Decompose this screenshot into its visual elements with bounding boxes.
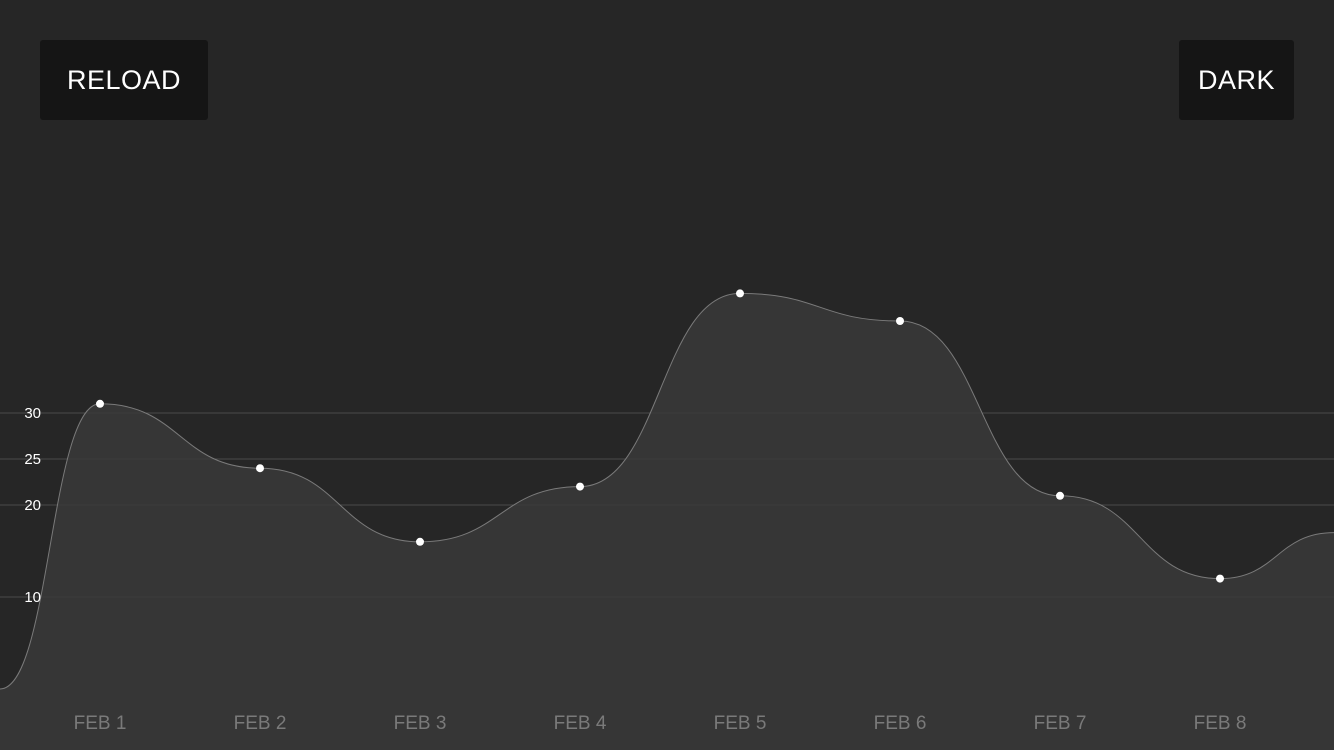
- data-point[interactable]: [736, 289, 744, 298]
- x-tick-label: FEB 7: [1034, 713, 1087, 734]
- x-tick-label: FEB 8: [1194, 713, 1247, 734]
- y-tick-label: 20: [24, 497, 41, 514]
- x-tick-label: FEB 6: [874, 713, 927, 734]
- x-axis-ticks: FEB 1 FEB 2 FEB 3 FEB 4 FEB 5 FEB 6 FEB 7 FEB 8: [74, 713, 1247, 734]
- y-tick-label: 30: [24, 405, 41, 422]
- y-tick-label: 10: [24, 589, 41, 606]
- data-point[interactable]: [896, 317, 904, 325]
- area-series: [0, 292, 1334, 750]
- data-point[interactable]: [1216, 574, 1224, 583]
- series-line: [0, 292, 1334, 690]
- y-axis-ticks: 10 20 25 30: [24, 405, 41, 606]
- data-point[interactable]: [256, 464, 264, 473]
- data-point[interactable]: [416, 537, 424, 546]
- x-tick-label: FEB 4: [554, 713, 607, 734]
- reload-button[interactable]: RELOAD: [40, 40, 208, 120]
- data-point[interactable]: [96, 399, 104, 408]
- area-fill: [0, 293, 1334, 750]
- x-tick-label: FEB 2: [234, 713, 287, 734]
- x-tick-label: FEB 3: [394, 713, 447, 734]
- data-points: [96, 289, 1224, 583]
- x-tick-label: FEB 1: [74, 713, 127, 734]
- theme-toggle-button[interactable]: DARK: [1179, 40, 1294, 120]
- x-tick-label: FEB 5: [714, 713, 767, 734]
- y-tick-label: 25: [24, 451, 41, 468]
- data-point[interactable]: [576, 482, 584, 491]
- data-point[interactable]: [1056, 491, 1064, 500]
